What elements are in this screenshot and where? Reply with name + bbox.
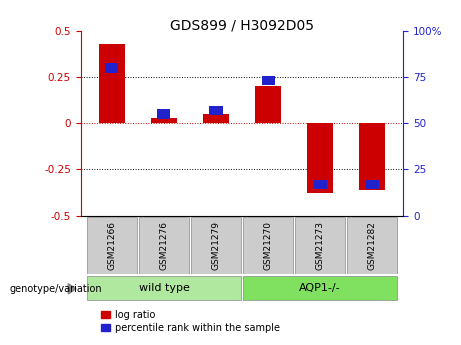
Legend: log ratio, percentile rank within the sample: log ratio, percentile rank within the sa… bbox=[97, 306, 284, 337]
Bar bbox=[106, 63, 118, 72]
Text: GDS899 / H3092D05: GDS899 / H3092D05 bbox=[170, 19, 314, 33]
Bar bbox=[203, 114, 229, 124]
Bar bbox=[243, 217, 293, 274]
Bar bbox=[243, 276, 397, 300]
Text: GSM21282: GSM21282 bbox=[367, 221, 377, 270]
Bar bbox=[191, 217, 241, 274]
Text: GSM21276: GSM21276 bbox=[160, 221, 168, 270]
Bar bbox=[139, 217, 189, 274]
Bar bbox=[261, 76, 275, 86]
Bar bbox=[255, 87, 281, 124]
Bar bbox=[209, 106, 223, 115]
Text: AQP1-/-: AQP1-/- bbox=[299, 283, 341, 293]
Bar bbox=[99, 44, 125, 124]
Text: GSM21273: GSM21273 bbox=[316, 221, 325, 270]
Bar bbox=[359, 124, 385, 190]
Text: wild type: wild type bbox=[138, 283, 189, 293]
Polygon shape bbox=[68, 284, 76, 294]
Bar bbox=[307, 124, 333, 194]
Bar bbox=[366, 180, 378, 189]
Bar bbox=[87, 276, 241, 300]
Text: GSM21279: GSM21279 bbox=[212, 221, 220, 270]
Bar bbox=[295, 217, 345, 274]
Text: GSM21270: GSM21270 bbox=[264, 221, 272, 270]
Text: GSM21266: GSM21266 bbox=[107, 221, 117, 270]
Bar bbox=[158, 109, 171, 119]
Bar bbox=[313, 180, 326, 189]
Bar bbox=[151, 118, 177, 124]
Bar bbox=[347, 217, 397, 274]
Text: genotype/variation: genotype/variation bbox=[9, 284, 102, 294]
Bar bbox=[87, 217, 137, 274]
